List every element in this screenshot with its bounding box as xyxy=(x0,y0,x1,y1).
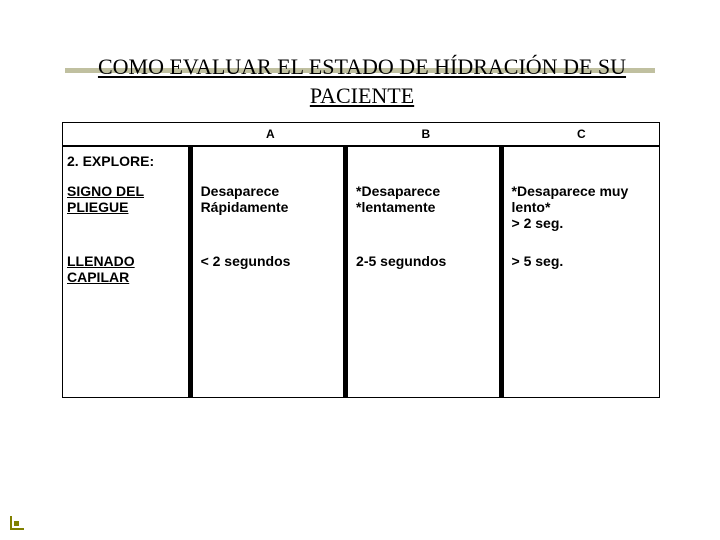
slide: COMO EVALUAR EL ESTADO DE HÍDRACIÓN DE S… xyxy=(0,0,720,540)
filler-label xyxy=(63,307,193,397)
page-title: COMO EVALUAR EL ESTADO DE HÍDRACIÓN DE S… xyxy=(62,53,662,110)
cell-pliegue-c: *Desaparece muy lento* > 2 seg. xyxy=(504,177,659,247)
hydration-table: A B C 2. EXPLORE: SIGNO DEL PLIEGUE Desa… xyxy=(62,122,660,398)
header-empty xyxy=(63,123,193,145)
corner-dot xyxy=(14,521,19,526)
table-row: SIGNO DEL PLIEGUE Desaparece Rápidamente… xyxy=(63,177,659,247)
filler-a xyxy=(193,307,348,397)
row-label-capilar: LLENADO CAPILAR xyxy=(63,247,193,307)
row-label-pliegue: SIGNO DEL PLIEGUE xyxy=(63,177,193,247)
table-row: LLENADO CAPILAR < 2 segundos 2-5 segundo… xyxy=(63,247,659,307)
filler-c xyxy=(504,307,659,397)
section-empty-c xyxy=(504,147,659,177)
filler-row xyxy=(63,307,659,397)
section-row: 2. EXPLORE: xyxy=(63,147,659,177)
section-empty-a xyxy=(193,147,348,177)
header-col-c: C xyxy=(504,123,659,145)
filler-b xyxy=(348,307,503,397)
cell-pliegue-b: *Desaparece *lentamente xyxy=(348,177,503,247)
section-empty-b xyxy=(348,147,503,177)
corner-marker-icon xyxy=(10,510,30,530)
cell-capilar-a: < 2 segundos xyxy=(193,247,348,307)
cell-pliegue-a: Desaparece Rápidamente xyxy=(193,177,348,247)
cell-capilar-b: 2-5 segundos xyxy=(348,247,503,307)
header-col-a: A xyxy=(193,123,348,145)
section-label: 2. EXPLORE: xyxy=(63,147,193,177)
cell-capilar-c: > 5 seg. xyxy=(504,247,659,307)
header-col-b: B xyxy=(348,123,503,145)
table-header-row: A B C xyxy=(63,123,659,147)
